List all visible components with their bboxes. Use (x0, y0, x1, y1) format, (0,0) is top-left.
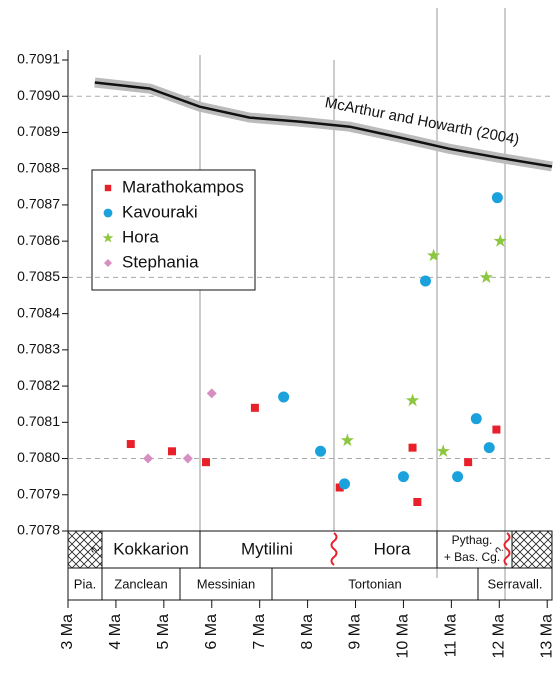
y-tick-label: 0.7086 (17, 232, 60, 248)
legend-label: Hora (122, 227, 159, 246)
stage-label: Zanclean (114, 576, 167, 591)
marker-circle (452, 471, 464, 483)
question-mark: ? (90, 547, 102, 553)
x-tick-label: 13 Ma (538, 614, 554, 659)
y-tick-label: 0.7087 (17, 196, 60, 212)
marker-circle (315, 445, 327, 457)
unconformity (503, 532, 511, 566)
marker-square (335, 483, 344, 492)
y-tick-label: 0.7085 (17, 268, 60, 284)
marker-diamond (143, 453, 154, 464)
marker-circle (470, 413, 482, 425)
curve-line (94, 81, 553, 168)
y-tick-label: 0.7081 (17, 413, 60, 429)
formation-label: Mytilini (241, 539, 293, 558)
y-tick-label: 0.7080 (17, 449, 60, 465)
formation-label: + Bas. Cg. (444, 550, 500, 564)
timescale (67, 530, 553, 601)
x-tick-label: 3 Ma (59, 614, 76, 650)
marker-circle (397, 471, 409, 483)
stage-label: Serravall. (488, 576, 543, 591)
marker-square (413, 498, 422, 507)
legend-label: Marathokampos (122, 177, 244, 196)
x-tick-label: 12 Ma (491, 614, 508, 659)
marker-square (167, 447, 176, 456)
question-mark: ? (494, 547, 506, 553)
marker-square (250, 403, 259, 412)
marker-star (102, 232, 114, 243)
legend-label: Stephania (122, 252, 199, 271)
marker-diamond (206, 388, 217, 399)
formation-label: Pythag. (452, 533, 493, 547)
marker-circle (483, 442, 495, 454)
marker-circle (339, 478, 351, 490)
formation-label: Kokkarion (113, 539, 189, 558)
formation-label: Hora (374, 539, 411, 558)
y-tick-label: 0.7091 (17, 51, 60, 67)
legend-label: Kavouraki (122, 202, 198, 221)
y-tick-label: 0.7088 (17, 159, 60, 175)
stage-label: Messinian (197, 576, 256, 591)
marker-circle (103, 208, 113, 218)
marker-star (436, 444, 450, 457)
y-tick-label: 0.7083 (17, 341, 60, 357)
x-tick-label: 11 Ma (443, 614, 460, 657)
y-tick-label: 0.7082 (17, 377, 60, 393)
x-tick-label: 4 Ma (107, 614, 124, 650)
marker-star (405, 393, 420, 407)
x-tick-label: 6 Ma (203, 614, 220, 650)
unconformity (330, 532, 338, 566)
y-tick-label: 0.7090 (17, 87, 60, 103)
x-tick-label: 9 Ma (347, 614, 364, 650)
hatch (511, 530, 553, 569)
y-tick-label: 0.7089 (17, 123, 60, 139)
y-tick-label: 0.7079 (17, 485, 60, 501)
legend-box (91, 169, 256, 291)
marker-square (464, 458, 473, 467)
x-tick-label: 10 Ma (395, 614, 412, 659)
stage-label: Pia. (74, 576, 96, 591)
marker-circle (419, 275, 431, 287)
marker-square (492, 425, 501, 434)
y-tick-label: 0.7078 (17, 522, 60, 538)
marker-diamond (104, 259, 112, 267)
marker-diamond (182, 453, 193, 464)
marker-circle (491, 192, 503, 204)
marker-square (202, 458, 211, 467)
marker-circle (278, 391, 290, 403)
marker-star (493, 234, 507, 247)
marker-square (104, 184, 112, 192)
marker-square (408, 443, 417, 452)
x-tick-label: 5 Ma (155, 614, 172, 650)
y-tick-label: 0.7084 (17, 304, 60, 320)
marker-star (479, 270, 493, 283)
marker-square (126, 440, 135, 449)
marker-star (427, 248, 441, 262)
stage-label: Tortonian (348, 576, 401, 591)
x-tick-label: 8 Ma (299, 614, 316, 650)
marker-star (340, 433, 354, 447)
x-tick-label: 7 Ma (251, 614, 268, 650)
